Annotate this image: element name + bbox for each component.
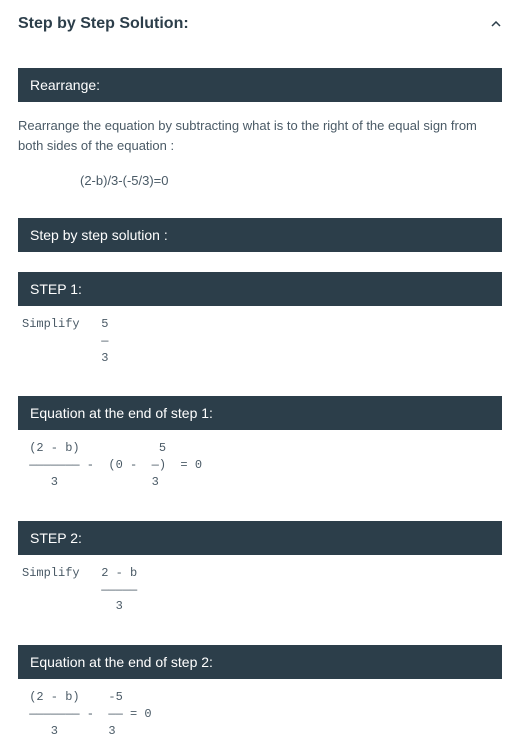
rearrange-heading: Rearrange: (18, 68, 502, 102)
step-by-step-heading: Step by step solution : (18, 218, 502, 252)
step1-simplify: Simplify 5 — 3 (18, 306, 502, 376)
rearrange-equation: (2-b)/3-(-5/3)=0 (18, 163, 502, 198)
step2-eq-block: (2 - b) -5 ——————— - —— = 0 3 3 (18, 679, 502, 749)
page-title: Step by Step Solution: (18, 15, 189, 33)
step2-simplify: Simplify 2 - b ————— 3 (18, 555, 502, 625)
step2-eq-heading: Equation at the end of step 2: (18, 645, 502, 679)
step1-heading: STEP 1: (18, 272, 502, 306)
page-header[interactable]: Step by Step Solution: (0, 0, 520, 48)
content-area: Rearrange: Rearrange the equation by sub… (0, 68, 520, 750)
step1-eq-block: (2 - b) 5 ——————— - (0 - —) = 0 3 3 (18, 430, 502, 500)
step2-heading: STEP 2: (18, 521, 502, 555)
step1-eq-heading: Equation at the end of step 1: (18, 396, 502, 430)
rearrange-body: Rearrange the equation by subtracting wh… (18, 102, 502, 163)
chevron-up-icon (490, 18, 502, 30)
